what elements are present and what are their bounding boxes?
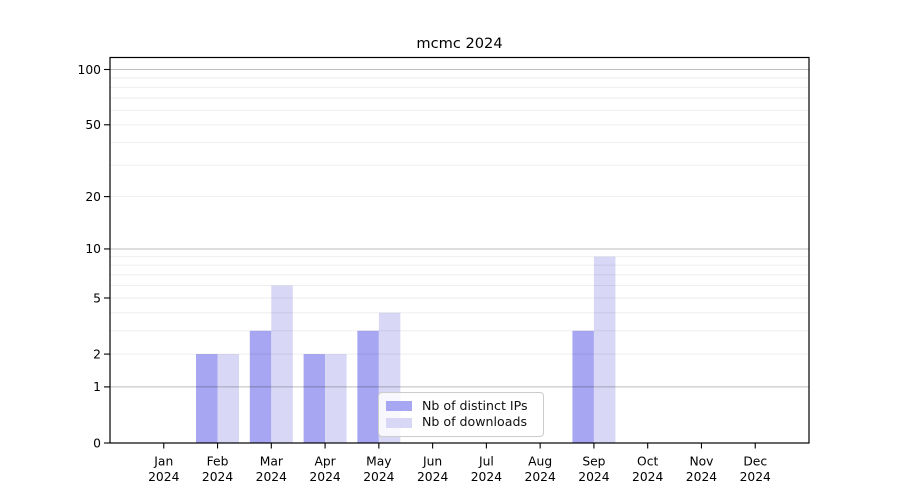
x-tick-label: Jan 2024 xyxy=(148,455,179,485)
y-tick-label: 10 xyxy=(85,242,101,256)
x-tick-label: Dec 2024 xyxy=(740,455,771,485)
y-tick-label: 2 xyxy=(93,347,101,361)
legend: Nb of distinct IPs Nb of downloads xyxy=(378,392,544,437)
y-axis: 0 1 2 5 10 20 50 100 xyxy=(78,63,110,450)
x-tick-label: Feb 2024 xyxy=(202,455,233,485)
y-tick-label: 5 xyxy=(93,291,101,305)
y-tick-label: 100 xyxy=(78,63,101,77)
x-tick-label: Mar 2024 xyxy=(256,455,287,485)
x-tick-label: Sep 2024 xyxy=(578,455,609,485)
x-tick-label: Oct 2024 xyxy=(632,455,663,485)
legend-swatch-downloads xyxy=(386,417,412,428)
bar-sep-downloads xyxy=(593,256,616,443)
major-gridlines xyxy=(110,69,809,388)
y-tick-label: 20 xyxy=(85,190,101,204)
legend-item-distinct-ips: Nb of distinct IPs xyxy=(386,397,535,413)
minor-gridlines xyxy=(110,77,809,355)
legend-item-downloads: Nb of downloads xyxy=(386,416,535,429)
legend-label-downloads: Nb of downloads xyxy=(422,414,528,430)
bar-mar-downloads xyxy=(271,285,293,443)
bar-may-ips xyxy=(357,330,379,443)
x-tick-label: Jul 2024 xyxy=(471,455,502,485)
chart-title: mcmc 2024 xyxy=(416,35,503,52)
bars-group xyxy=(196,256,616,443)
bar-apr-ips xyxy=(303,354,326,443)
x-axis: Jan 2024 Feb 2024 Mar 2024 Apr 2024 May 2024 Jun 20… xyxy=(148,443,771,484)
bar-feb-ips xyxy=(196,354,218,443)
legend-label-distinct-ips: Nb of distinct IPs xyxy=(422,397,528,413)
bar-sep-ips xyxy=(572,330,594,443)
x-tick-label: Apr 2024 xyxy=(309,455,340,485)
y-tick-label: 50 xyxy=(85,118,101,132)
plot-border xyxy=(109,56,810,444)
legend-swatch-distinct-ips xyxy=(386,401,412,412)
y-tick-label: 0 xyxy=(93,436,101,450)
x-tick-label: Nov 2024 xyxy=(686,455,717,485)
x-tick-label: May 2024 xyxy=(363,455,394,485)
bar-mar-ips xyxy=(249,330,272,443)
x-tick-label: Aug 2024 xyxy=(525,455,556,485)
bar-feb-downloads xyxy=(217,354,240,443)
y-tick-label: 1 xyxy=(93,380,101,394)
x-tick-label: Jun 2024 xyxy=(417,455,448,485)
bars-distinct-ips xyxy=(196,330,594,443)
bar-apr-downloads xyxy=(325,354,347,443)
